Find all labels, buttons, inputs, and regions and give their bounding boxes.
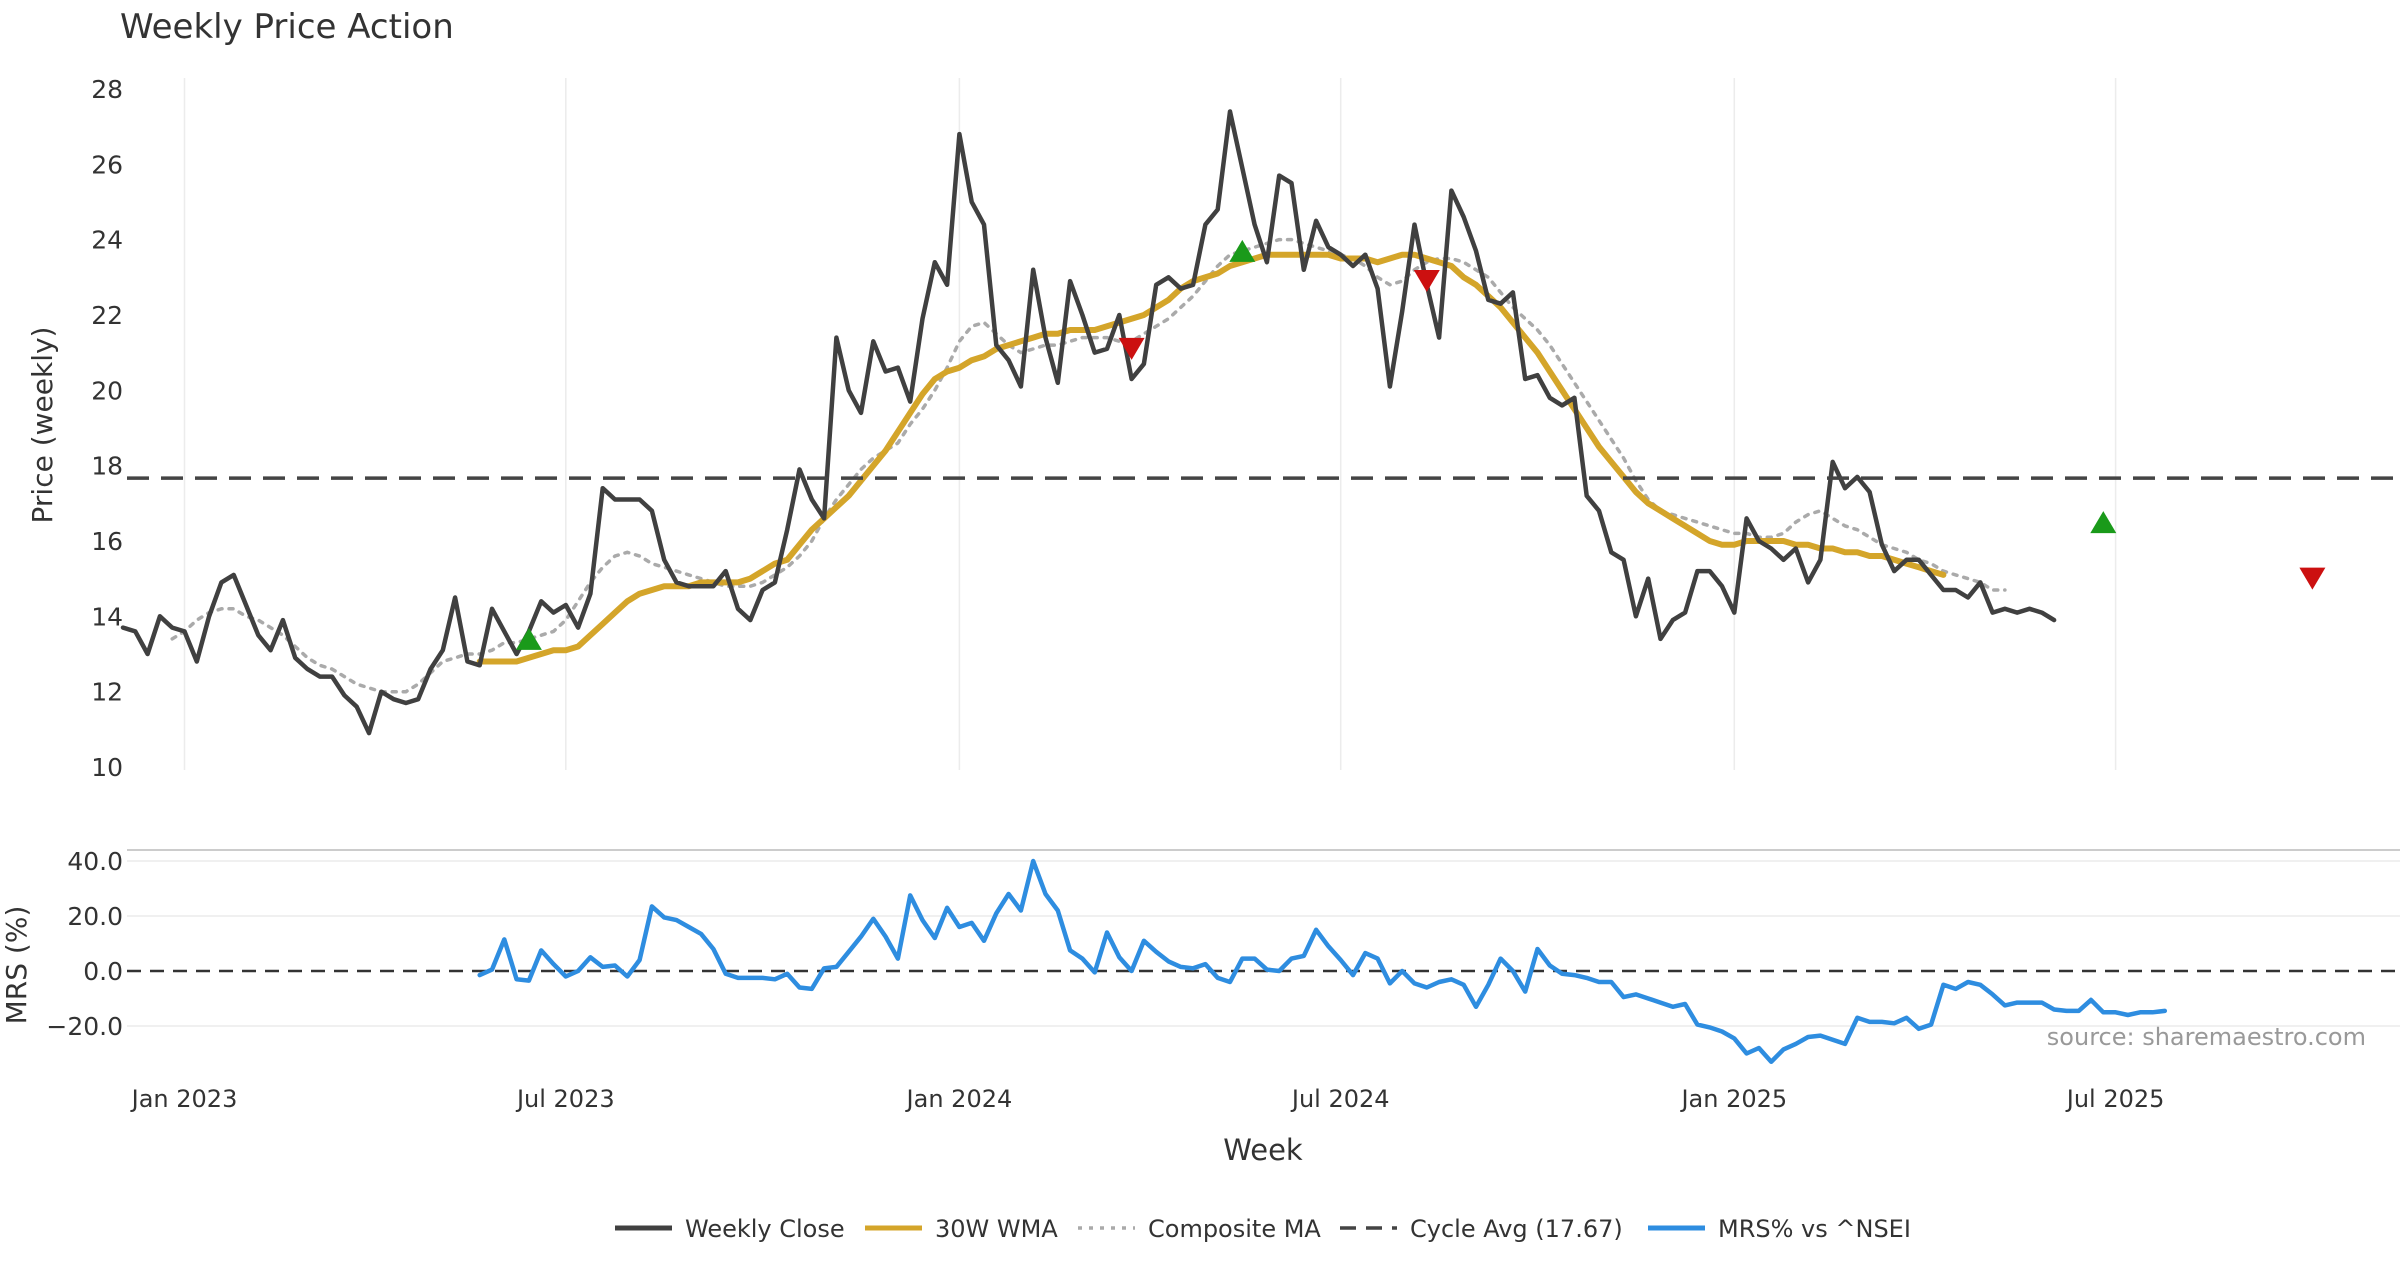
signal-markers	[515, 239, 2326, 650]
source-note: source: sharemaestro.com	[2047, 1023, 2366, 1051]
mrs-line	[477, 858, 2168, 1065]
chart-title: Weekly Price Action	[120, 7, 454, 47]
price-tick-label: 12	[91, 678, 123, 707]
mrs-tick-label: 0.0	[83, 957, 123, 986]
buy-signal-marker	[1229, 239, 1256, 262]
grid	[127, 78, 2400, 1027]
price-tick-label: 14	[91, 602, 123, 631]
legend-label: MRS% vs ^NSEI	[1718, 1215, 1911, 1243]
30w-wma-line	[476, 251, 1947, 665]
legend-item-weekly-close: Weekly Close	[615, 1215, 845, 1243]
price-series	[120, 109, 2400, 736]
legend-item-30w-wma: 30W WMA	[865, 1215, 1058, 1243]
price-tick-label: 24	[91, 226, 123, 255]
legend-item-mrs-vs-nsei: MRS% vs ^NSEI	[1648, 1215, 1911, 1243]
y-tick-labels: 10 12 14 16 18 20 22 24 26 28 −20.0 0.0 20.0 40.0	[46, 75, 123, 1041]
x-tick-label: Jan 2025	[1679, 1085, 1787, 1113]
legend: Weekly Close 30W WMA Composite MA Cycle Avg…	[615, 1215, 1911, 1243]
price-tick-label: 28	[91, 75, 123, 104]
price-tick-label: 22	[91, 301, 123, 330]
mrs-series	[127, 858, 2400, 1065]
mrs-axis-label: MRS (%)	[0, 906, 33, 1025]
legend-label: 30W WMA	[935, 1215, 1058, 1243]
price-tick-label: 26	[91, 150, 123, 179]
price-tick-label: 16	[91, 527, 123, 556]
x-tick-label: Jan 2023	[130, 1085, 238, 1113]
legend-label: Weekly Close	[685, 1215, 845, 1243]
price-axis-label: Price (weekly)	[26, 327, 59, 524]
price-tick-label: 18	[91, 452, 123, 481]
x-tick-labels: Jan 2023 Jul 2023 Jan 2024 Jul 2024 Jan 2025…	[130, 1085, 2165, 1113]
buy-signal-marker	[515, 627, 542, 650]
price-tick-label: 20	[91, 376, 123, 405]
mrs-tick-label: 40.0	[67, 847, 123, 876]
mrs-tick-label: 20.0	[67, 902, 123, 931]
x-axis-label: Week	[1223, 1133, 1303, 1167]
weekly-close-line	[120, 109, 2057, 736]
x-tick-label: Jan 2024	[905, 1085, 1013, 1113]
price-tick-label: 10	[91, 753, 123, 782]
legend-item-cycle-avg-17-67: Cycle Avg (17.67)	[1340, 1215, 1623, 1243]
mrs-tick-label: −20.0	[46, 1012, 123, 1041]
x-tick-label: Jul 2025	[2065, 1085, 2165, 1113]
legend-label: Cycle Avg (17.67)	[1410, 1215, 1623, 1243]
sell-signal-marker	[2299, 567, 2326, 590]
legend-label: Composite MA	[1148, 1215, 1321, 1243]
composite-ma-line	[170, 237, 2007, 694]
buy-signal-marker	[2090, 511, 2117, 534]
sell-signal-marker	[1413, 270, 1440, 293]
x-tick-label: Jul 2023	[515, 1085, 615, 1113]
legend-item-composite-ma: Composite MA	[1078, 1215, 1321, 1243]
x-tick-label: Jul 2024	[1290, 1085, 1390, 1113]
sell-signal-marker	[1118, 337, 1145, 360]
